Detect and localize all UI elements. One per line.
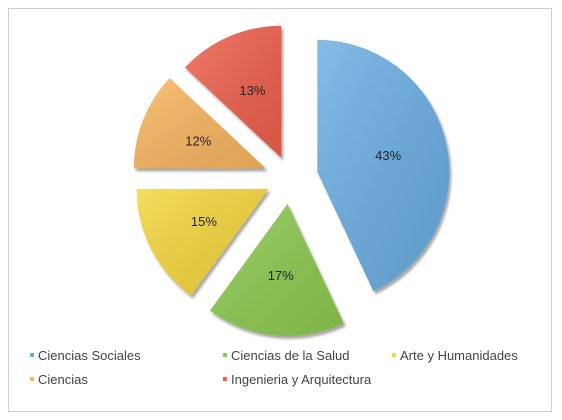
pie-slice-sheen-ciencias: [133, 78, 266, 169]
legend-item-ciencias-sociales: Ciencias Sociales: [30, 348, 141, 363]
legend: Ciencias Sociales Ciencias de la Salud A…: [30, 348, 550, 396]
legend-row: Ciencias Ingenieria y Arquitectura: [30, 372, 550, 396]
pie-label-ciencias-sociales: 43%: [375, 148, 401, 163]
pie-label-ciencias-de-la-salud: 17%: [268, 268, 294, 283]
legend-item-arte-y-humanidades: Arte y Humanidades: [392, 348, 518, 363]
legend-dot-icon: [30, 377, 34, 381]
pie-label-ingenieria-y-arquitectura: 13%: [239, 83, 265, 98]
pie-label-arte-y-humanidades: 15%: [191, 214, 217, 229]
pie-label-ciencias: 12%: [185, 134, 211, 149]
legend-dot-icon: [223, 353, 227, 357]
pie-slice-sheen-ingenieria-y-arquitectura: [185, 25, 282, 158]
legend-row: Ciencias Sociales Ciencias de la Salud A…: [30, 348, 550, 372]
pie-slice-sheen-ciencias-de-la-salud: [209, 203, 344, 336]
legend-dot-icon: [392, 353, 396, 357]
pie-slice-sheen-arte-y-humanidades: [136, 188, 269, 296]
legend-item-ciencias: Ciencias: [30, 372, 88, 387]
legend-dot-icon: [223, 377, 227, 381]
pie-slice-sheen-ciencias-sociales: [317, 39, 450, 292]
legend-item-ingenieria-y-arquitectura: Ingenieria y Arquitectura: [223, 372, 371, 387]
legend-dot-icon: [30, 353, 34, 357]
legend-item-ciencias-de-la-salud: Ciencias de la Salud: [223, 348, 350, 363]
